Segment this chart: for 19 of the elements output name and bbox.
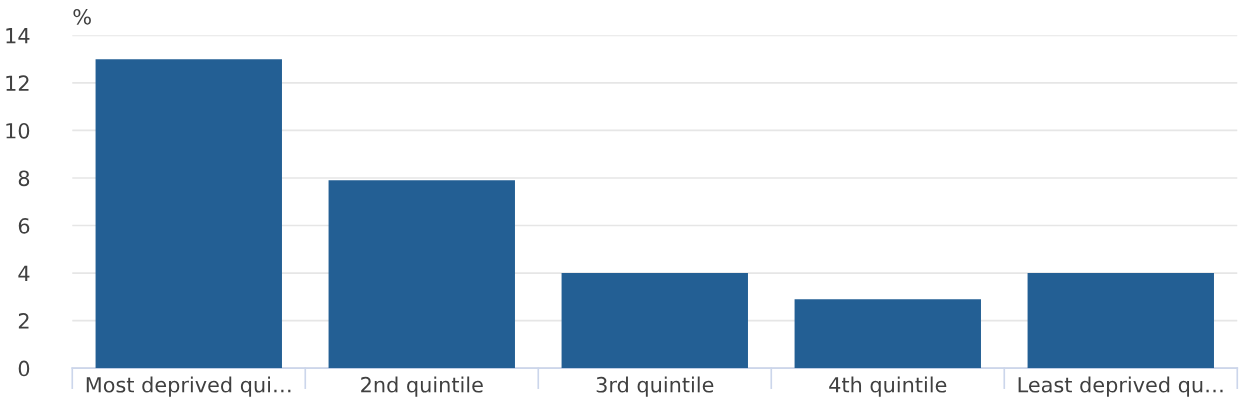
y-tick-label: 8 (18, 170, 30, 187)
x-tick-label: 4th quintile (829, 376, 947, 397)
x-tick-label: 3rd quintile (596, 376, 714, 397)
y-tick-label: 6 (18, 217, 30, 234)
x-tick-label: Least deprived qu… (1018, 376, 1223, 397)
x-tick-label: 2nd quintile (361, 376, 483, 397)
y-tick-label: 4 (18, 265, 30, 281)
bar (328, 180, 515, 369)
bar (794, 299, 981, 369)
bar (1027, 273, 1214, 369)
x-tick-label: Most deprived qui… (86, 376, 291, 397)
y-tick-label: 12 (6, 75, 29, 91)
y-tick-label: 2 (18, 313, 29, 329)
y-tick-label: 14 (6, 28, 30, 44)
y-tick-label: 10 (6, 122, 30, 139)
y-axis-title: % (73, 8, 91, 25)
y-tick-label: 0 (18, 360, 30, 377)
bar (95, 59, 282, 369)
bar (561, 273, 748, 369)
